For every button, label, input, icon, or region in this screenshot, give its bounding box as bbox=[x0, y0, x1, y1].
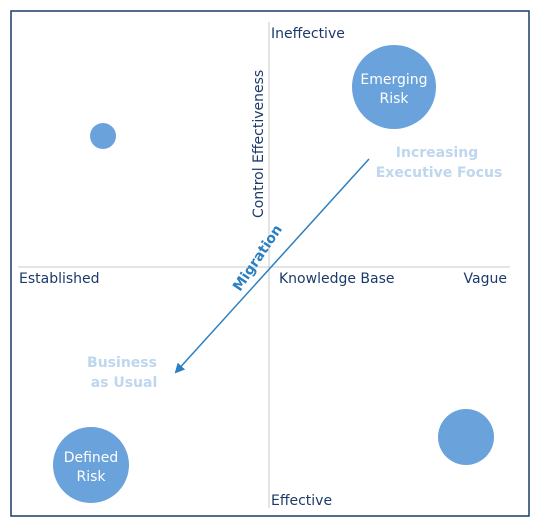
increasing-focus-line1: Increasing bbox=[396, 145, 478, 161]
medium-bubble bbox=[438, 409, 494, 465]
migration-label: Migration bbox=[230, 222, 286, 294]
small-bubble bbox=[90, 123, 116, 149]
emerging-risk-label-line2: Risk bbox=[379, 91, 409, 107]
axis-label-right: Vague bbox=[464, 271, 507, 287]
defined-risk-label-line2: Risk bbox=[76, 469, 106, 485]
business-as-usual-line2: as Usual bbox=[91, 375, 158, 391]
horizontal-axis-title: Knowledge Base bbox=[279, 271, 395, 287]
diagram-frame bbox=[10, 10, 530, 517]
emerging-risk-label-line1: Emerging bbox=[360, 72, 427, 88]
defined-risk-label-line1: Defined bbox=[64, 450, 119, 466]
axis-label-bottom: Effective bbox=[271, 493, 332, 509]
business-as-usual-line1: Business bbox=[87, 355, 157, 371]
emerging-risk-bubble bbox=[352, 45, 436, 129]
migration-arrow bbox=[174, 158, 370, 374]
axis-label-top: Ineffective bbox=[271, 26, 345, 42]
axis-label-left: Established bbox=[19, 271, 100, 287]
increasing-focus-line2: Executive Focus bbox=[376, 165, 503, 181]
vertical-axis-title: Control Effectiveness bbox=[251, 70, 267, 218]
defined-risk-bubble bbox=[53, 427, 129, 503]
